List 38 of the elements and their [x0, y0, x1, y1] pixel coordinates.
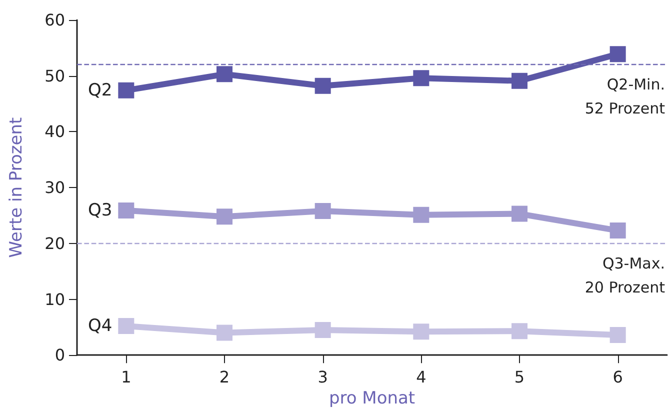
y-tick-label: 30 [44, 178, 65, 198]
point [118, 82, 134, 98]
x-tick-label: 6 [612, 368, 623, 387]
point [216, 66, 232, 82]
x-tick-label: 3 [318, 368, 328, 387]
y-axis-title: Werte in Prozent [6, 116, 26, 258]
y-tick-label: 10 [44, 290, 65, 309]
point [413, 70, 430, 86]
point [314, 322, 331, 338]
point [610, 222, 626, 239]
x-axis-title: pro Monat [328, 388, 416, 408]
point [610, 46, 626, 62]
series-label: Q3 [88, 200, 112, 220]
point [216, 324, 232, 341]
y-tick-label: 60 [44, 10, 65, 30]
ref-line-label: Q2-Min. 52 Prozent [584, 76, 666, 118]
series-label: Q4 [88, 316, 112, 336]
y-tick-label: 20 [44, 234, 65, 253]
point [512, 72, 528, 89]
point [314, 78, 331, 94]
point [610, 326, 626, 343]
point [216, 208, 232, 225]
point [118, 202, 134, 218]
y-tick-label: 50 [44, 66, 65, 86]
point [512, 323, 528, 340]
y-tick-label: 40 [44, 122, 65, 142]
x-tick-label: 5 [514, 368, 525, 387]
ref-line-label: Q3-Max. 20 Prozent [584, 254, 666, 296]
point [314, 203, 331, 220]
x-tick-label: 4 [416, 368, 426, 387]
point [413, 206, 430, 223]
point [413, 324, 430, 340]
x-tick-label: 1 [121, 368, 132, 387]
y-tick-label: 0 [54, 346, 65, 365]
point [512, 206, 528, 222]
series-label: Q2 [88, 80, 112, 100]
point [118, 318, 134, 334]
x-tick-label: 2 [219, 368, 230, 387]
